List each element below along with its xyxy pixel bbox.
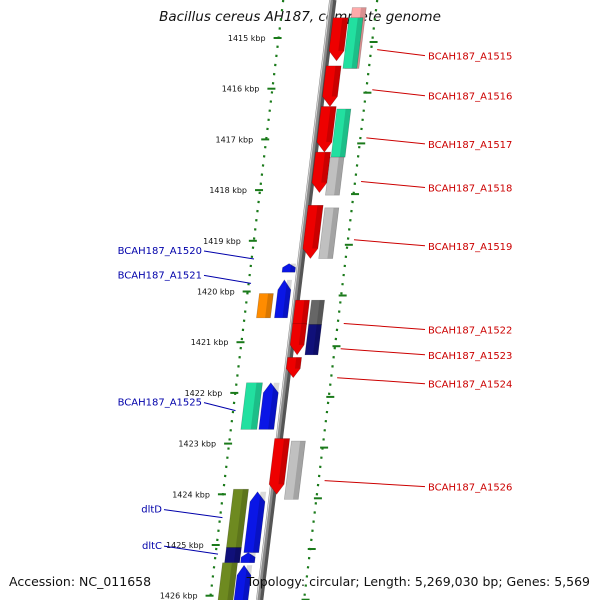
label-leader (203, 402, 236, 412)
label-leader (343, 322, 426, 330)
backbone-shadow (258, 0, 337, 600)
gene-block-grey-shade (292, 441, 306, 500)
gene-block-grey (325, 156, 345, 196)
tick-label: 1416 kbp (222, 85, 260, 94)
gene-block-green-shade (250, 382, 263, 430)
tick-label: 1419 kbp (203, 237, 241, 246)
gene-arrow-fwd-shade (331, 65, 342, 97)
gene-block-green (240, 382, 263, 430)
backbone (256, 0, 334, 600)
gene-label-rev: BCAH187_A1521 (118, 270, 202, 281)
gene-arrow-rev-shade (242, 565, 253, 600)
gene-block-red-shade (301, 300, 310, 325)
gene-arrow-rev-shade (290, 263, 297, 273)
gene-block-orange (256, 293, 274, 319)
gene-arrow-rev (240, 552, 256, 564)
gene-block-green (342, 17, 364, 69)
label-leader (340, 348, 426, 356)
gene-block-orange-shade (265, 293, 274, 318)
backbone-highlight (256, 0, 331, 600)
gene-label-fwd: BCAH187_A1522 (428, 325, 512, 336)
gene-block-olive-shade (235, 489, 249, 548)
gene-block-darkgrey-shade (316, 300, 325, 325)
gene-label-rev: BCAH187_A1520 (118, 246, 202, 257)
gene-label-fwd: BCAH187_A1523 (428, 351, 512, 362)
gene-label-rev: BCAH187_A1525 (118, 398, 202, 409)
gene-arrow-fwd (322, 65, 342, 107)
label-leader (353, 239, 426, 247)
gene-arrow-rev-shade (249, 552, 256, 563)
gene-arrow-fwd-shade (294, 357, 302, 369)
label-leader (163, 509, 223, 519)
gene-arrow-rev (281, 263, 296, 273)
gene-arrow-fwd-shade (312, 205, 324, 249)
gene-arrow-rev-shade (268, 382, 280, 430)
gene-label-fwd: BCAH187_A1516 (428, 92, 512, 103)
tick-label: 1425 kbp (166, 541, 204, 550)
label-leader (203, 274, 252, 284)
gene-arrow-fwd-shade (298, 323, 307, 345)
label-leader (163, 545, 219, 555)
map-title: Bacillus cereus AH187, complete genome (159, 9, 441, 25)
gene-label-fwd: BCAH187_A1526 (428, 483, 512, 494)
label-leader (324, 480, 426, 488)
gene-arrow-rev (233, 564, 252, 600)
gene-label-fwd: BCAH187_A1518 (428, 183, 512, 194)
gene-block-green (330, 108, 352, 158)
tick-label: 1417 kbp (216, 135, 254, 144)
gene-label-fwd: BCAH187_A1524 (428, 380, 512, 391)
tick-label: 1426 kbp (160, 592, 198, 600)
gene-label-fwd: BCAH187_A1515 (428, 52, 512, 63)
gene-arrow-fwd (302, 205, 324, 260)
gene-block-grey-shade (327, 207, 339, 259)
accession-text: Accession: NC_011658 (9, 574, 152, 589)
tick-label: 1415 kbp (228, 34, 266, 43)
gene-arrow-fwd (311, 151, 332, 194)
gene-block-grey (318, 207, 340, 259)
tick-label: 1423 kbp (178, 440, 216, 449)
gene-arrow-fwd (268, 438, 291, 495)
gene-arrow-fwd-shade (338, 17, 349, 51)
tick-label: 1421 kbp (191, 338, 229, 347)
gene-block-olive-shade (227, 562, 238, 600)
gene-arrow-fwd (316, 106, 337, 153)
gene-label-fwd: BCAH187_A1519 (428, 242, 512, 253)
tick-label: 1422 kbp (185, 389, 223, 398)
gene-block-navy (304, 324, 322, 356)
gene-block-green-shade (339, 108, 351, 158)
gene-arrow-rev-shade (282, 279, 293, 318)
label-leader (366, 137, 426, 145)
gene-arrow-fwd (289, 323, 308, 356)
gene-label-rev: dltC (142, 541, 162, 552)
gene-arrow-fwd (328, 17, 349, 62)
label-leader (203, 250, 255, 260)
gene-arrow-fwd-shade (278, 438, 290, 485)
gene-block-green-shade (351, 17, 364, 69)
gene-block-navy-shade (233, 547, 242, 563)
gene-block-grey-shade (334, 157, 345, 196)
gene-arrow-rev-shade (253, 491, 267, 553)
gene-block-red (292, 299, 310, 325)
tick-label: 1418 kbp (209, 186, 247, 195)
label-leader (361, 180, 426, 188)
gene-block-navy-shade (312, 324, 322, 355)
gene-arrow-rev (243, 491, 266, 553)
gene-arrow-rev (274, 279, 292, 319)
tick-label: 1420 kbp (197, 288, 235, 297)
gene-arrow-fwd (285, 357, 302, 379)
gene-arrow-fwd-shade (326, 106, 337, 143)
gene-block-navy (224, 547, 242, 564)
gene-block-olive (217, 562, 238, 600)
label-leader (377, 49, 426, 57)
tick-label: 1424 kbp (172, 490, 210, 499)
label-leader (337, 377, 426, 385)
gene-label-rev: dltD (141, 505, 162, 516)
genome-summary-text: Topology: circular; Length: 5,269,030 bp… (246, 574, 590, 589)
gene-label-fwd: BCAH187_A1517 (428, 140, 512, 151)
gene-arrow-rev (258, 382, 279, 430)
gene-block-grey (283, 440, 306, 500)
label-leader (372, 89, 426, 97)
gene-arrow-fwd-shade (321, 152, 331, 183)
